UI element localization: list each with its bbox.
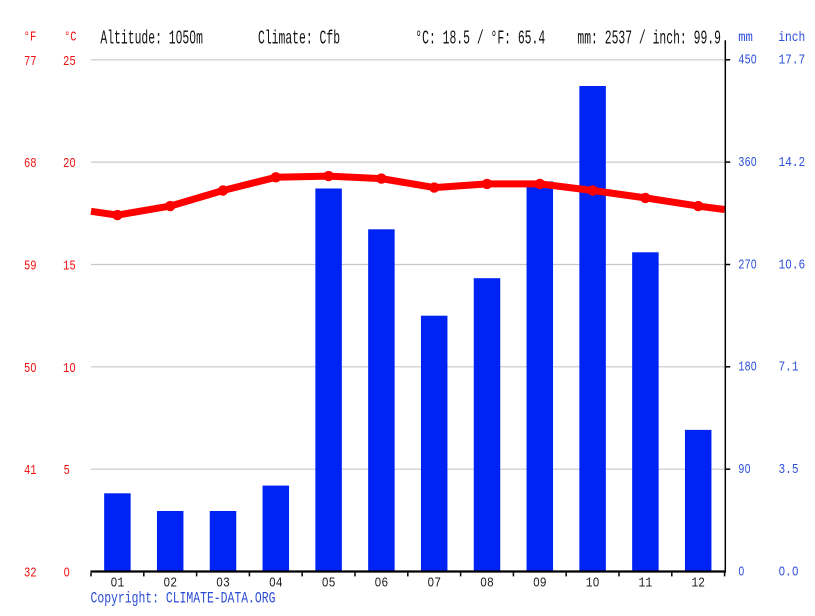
- svg-text:59: 59: [24, 258, 37, 274]
- svg-text:Altitude: 1050m: Altitude: 1050m: [100, 28, 203, 50]
- svg-text:32: 32: [24, 565, 37, 581]
- svg-text:02: 02: [163, 575, 177, 591]
- svg-text:77: 77: [24, 54, 37, 70]
- svg-text:17.7: 17.7: [778, 53, 805, 68]
- svg-text:450: 450: [738, 52, 757, 68]
- svg-text:°C: °C: [64, 30, 76, 46]
- svg-text:°C: 18.5 / °F: 65.4: °C: 18.5 / °F: 65.4: [415, 28, 545, 50]
- svg-text:03: 03: [216, 575, 230, 591]
- svg-text:08: 08: [480, 575, 494, 591]
- svg-text:01: 01: [111, 575, 125, 591]
- svg-text:20: 20: [63, 156, 76, 171]
- svg-text:09: 09: [533, 575, 547, 591]
- svg-text:14.2: 14.2: [778, 155, 805, 170]
- svg-text:10.6: 10.6: [778, 257, 805, 272]
- svg-text:25: 25: [63, 54, 76, 69]
- svg-text:°F: °F: [24, 30, 36, 46]
- svg-text:inch: inch: [778, 30, 805, 45]
- svg-text:mm: mm: [738, 29, 753, 45]
- svg-text:7.1: 7.1: [778, 360, 798, 375]
- svg-text:11: 11: [639, 575, 653, 591]
- svg-text:180: 180: [738, 359, 757, 375]
- svg-text:90: 90: [738, 462, 750, 478]
- svg-text:0.0: 0.0: [778, 564, 798, 579]
- svg-text:Climate: Cfb: Climate: Cfb: [258, 28, 340, 50]
- svg-text:3.5: 3.5: [778, 462, 798, 477]
- svg-text:Copyright: CLIMATE-DATA.ORG: Copyright: CLIMATE-DATA.ORG: [90, 591, 275, 608]
- svg-text:04: 04: [269, 575, 283, 591]
- svg-text:5: 5: [63, 463, 69, 478]
- svg-text:68: 68: [24, 156, 37, 172]
- svg-text:10: 10: [586, 575, 600, 591]
- svg-text:10: 10: [63, 361, 76, 376]
- svg-text:15: 15: [63, 258, 76, 273]
- svg-text:06: 06: [375, 575, 389, 591]
- svg-text:270: 270: [738, 257, 757, 273]
- svg-text:mm: 2537 / inch: 99.9: mm: 2537 / inch: 99.9: [577, 28, 721, 50]
- svg-text:05: 05: [322, 575, 336, 591]
- svg-text:07: 07: [427, 575, 441, 591]
- svg-text:360: 360: [738, 155, 757, 171]
- svg-text:12: 12: [691, 575, 705, 591]
- svg-text:0: 0: [63, 565, 69, 580]
- svg-text:50: 50: [24, 361, 37, 377]
- svg-text:41: 41: [24, 463, 37, 479]
